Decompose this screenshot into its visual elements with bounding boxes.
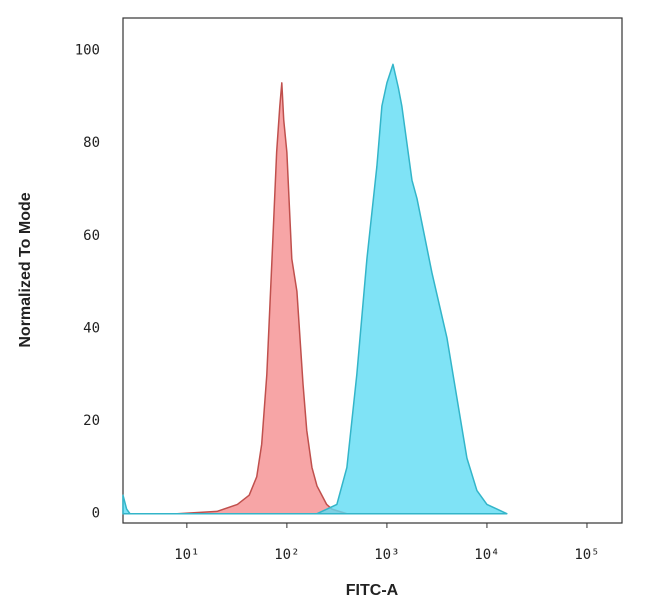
histogram-area bbox=[176, 82, 348, 515]
x-tick-label: 10³ bbox=[374, 547, 399, 563]
x-tick-label: 10¹ bbox=[174, 547, 199, 563]
y-tick-label: 100 bbox=[75, 42, 100, 58]
y-tick-label: 20 bbox=[83, 413, 100, 429]
y-tick-label: 80 bbox=[83, 135, 100, 151]
y-tick-label: 40 bbox=[83, 320, 100, 336]
x-tick-label: 10⁵ bbox=[574, 547, 599, 563]
x-tick-label: 10⁴ bbox=[474, 547, 499, 563]
y-tick-label: 0 bbox=[92, 506, 100, 522]
y-axis-label: Normalized To Mode bbox=[17, 192, 34, 347]
x-axis-label: FITC-A bbox=[346, 582, 399, 599]
y-tick-label: 60 bbox=[83, 228, 100, 244]
histogram-area bbox=[122, 63, 508, 515]
x-tick-label: 10² bbox=[274, 547, 299, 563]
plot-frame bbox=[122, 17, 623, 524]
